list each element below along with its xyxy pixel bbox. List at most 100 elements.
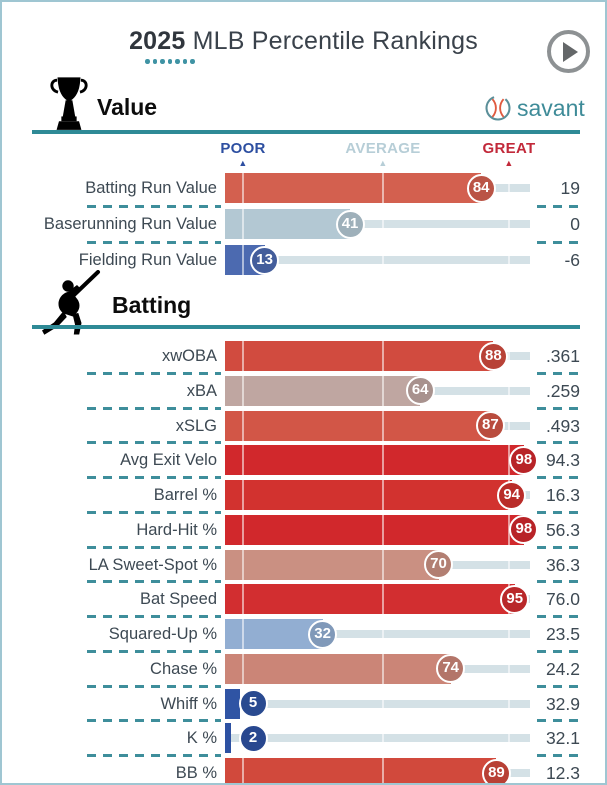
- percentile-scale-header: POOR ▲ AVERAGE ▲ GREAT ▲: [220, 141, 535, 169]
- row-separator-right-dashes: [537, 719, 584, 723]
- stat-row: Barrel % 94 16.3: [2, 476, 605, 510]
- percentile-chart: 88: [225, 341, 530, 371]
- row-separator-left-dashes: [87, 684, 221, 688]
- section-title-value: Value: [97, 94, 158, 120]
- chart-gridline: [381, 410, 385, 441]
- row-separator-right-dashes: [537, 476, 584, 479]
- stat-label: Bat Speed: [139, 590, 217, 609]
- savant-logo[interactable]: savant: [484, 94, 585, 122]
- chart-gridline: [241, 584, 245, 615]
- stat-value: 32.1: [545, 728, 580, 749]
- percentile-bubble[interactable]: 98: [509, 445, 539, 475]
- chart-gridline: [381, 653, 385, 684]
- chart-gridline: [381, 514, 385, 545]
- chart-gridline: [507, 514, 511, 545]
- percentile-bubble[interactable]: 88: [478, 341, 508, 371]
- chart-gridline: [507, 375, 511, 406]
- stat-label: K %: [186, 729, 217, 748]
- stat-value: 32.9: [545, 693, 580, 714]
- percentile-chart: 70: [225, 549, 530, 580]
- stat-row: xBA 64 .259: [2, 371, 605, 406]
- row-separator: [2, 754, 605, 757]
- percentile-bubble[interactable]: 95: [500, 584, 530, 614]
- chart-gridline: [241, 341, 245, 371]
- chart-gridline: [381, 445, 385, 476]
- percentile-bubble[interactable]: 32: [308, 619, 338, 649]
- row-separator-left-dashes: [87, 545, 221, 549]
- chart-gridline: [507, 245, 511, 275]
- section-title-batting: Batting: [112, 292, 192, 318]
- stat-row: Hard-Hit % 98 56.3: [2, 510, 605, 545]
- row-separator: [2, 406, 605, 410]
- percentile-chart: 32: [225, 619, 530, 649]
- chart-gridline: [507, 653, 511, 684]
- percentile-bubble[interactable]: 94: [497, 480, 527, 510]
- chart-gridline: [507, 341, 511, 371]
- percentile-bar: [225, 173, 482, 203]
- row-separator-right-dashes: [537, 406, 584, 410]
- row-separator: [2, 545, 605, 549]
- chart-gridline: [507, 549, 511, 580]
- chart-gridline: [507, 445, 511, 476]
- scale-label-average: AVERAGE ▲: [345, 141, 420, 168]
- scale-label-poor-text: POOR: [220, 140, 266, 157]
- stat-value: .361: [545, 346, 580, 366]
- percentile-bubble[interactable]: 64: [405, 376, 435, 406]
- percentile-bar: [225, 480, 512, 510]
- percentile-chart: 98: [225, 445, 539, 476]
- stat-value: -6: [564, 250, 580, 270]
- stat-value: 94.3: [545, 450, 580, 471]
- percentile-chart: 64: [225, 375, 530, 406]
- percentile-bar: [225, 341, 494, 371]
- stat-value: .493: [545, 415, 580, 436]
- chart-gridline: [381, 209, 385, 239]
- title-text: MLB Percentile Rankings: [192, 27, 478, 55]
- title-year: 2025: [129, 27, 186, 55]
- percentile-bar: [225, 410, 491, 441]
- chart-gridline: [241, 619, 245, 649]
- row-separator-left-dashes: [87, 580, 221, 584]
- stat-label: xBA: [186, 381, 217, 400]
- stat-value: .259: [545, 380, 580, 401]
- chart-gridline: [241, 410, 245, 441]
- percentile-bubble[interactable]: 2: [238, 723, 268, 753]
- row-separator: [2, 204, 605, 208]
- stat-row: Avg Exit Velo 98 94.3: [2, 441, 605, 476]
- percentile-bubble[interactable]: 98: [509, 515, 539, 545]
- stat-value: 76.0: [545, 589, 580, 610]
- percentile-chart: 13: [225, 245, 530, 275]
- row-separator-right-dashes: [537, 510, 584, 514]
- percentile-bubble[interactable]: 13: [250, 245, 280, 275]
- percentile-chart: 41: [225, 209, 530, 239]
- percentile-bubble[interactable]: 70: [424, 550, 453, 579]
- scale-label-average-text: AVERAGE: [345, 140, 421, 157]
- row-separator-right-dashes: [537, 684, 584, 688]
- percentile-bubble[interactable]: 5: [238, 689, 268, 718]
- row-separator-left-dashes: [87, 510, 221, 514]
- percentile-chart: 98: [225, 514, 539, 545]
- stat-label: Squared-Up %: [108, 625, 217, 643]
- play-button[interactable]: [547, 30, 590, 73]
- percentile-bubble[interactable]: 87: [475, 411, 505, 440]
- stat-label: Chase %: [150, 659, 217, 678]
- stat-row: xwOBA 88 .361: [2, 341, 605, 371]
- percentile-bubble[interactable]: 74: [436, 654, 466, 684]
- chart-gridline: [381, 375, 385, 406]
- trophy-icon: [50, 77, 88, 130]
- percentile-track: [225, 256, 530, 264]
- chart-gridline: [381, 173, 385, 203]
- stat-value: 16.3: [545, 485, 580, 505]
- percentile-bubble[interactable]: 89: [481, 758, 511, 783]
- chart-gridline: [381, 245, 385, 275]
- percentile-bar: [225, 723, 232, 754]
- chart-gridline: [381, 619, 385, 649]
- stat-label: BB %: [175, 764, 217, 782]
- stat-value: 24.2: [545, 658, 580, 679]
- percentile-bubble[interactable]: 84: [466, 173, 496, 203]
- chart-gridline: [507, 723, 511, 754]
- percentile-track: [225, 734, 530, 743]
- percentile-bubble[interactable]: 41: [335, 209, 365, 239]
- row-separator: [2, 441, 605, 445]
- stat-row: Whiff % 5 32.9: [2, 684, 605, 719]
- stat-row: Bat Speed 95 76.0: [2, 580, 605, 615]
